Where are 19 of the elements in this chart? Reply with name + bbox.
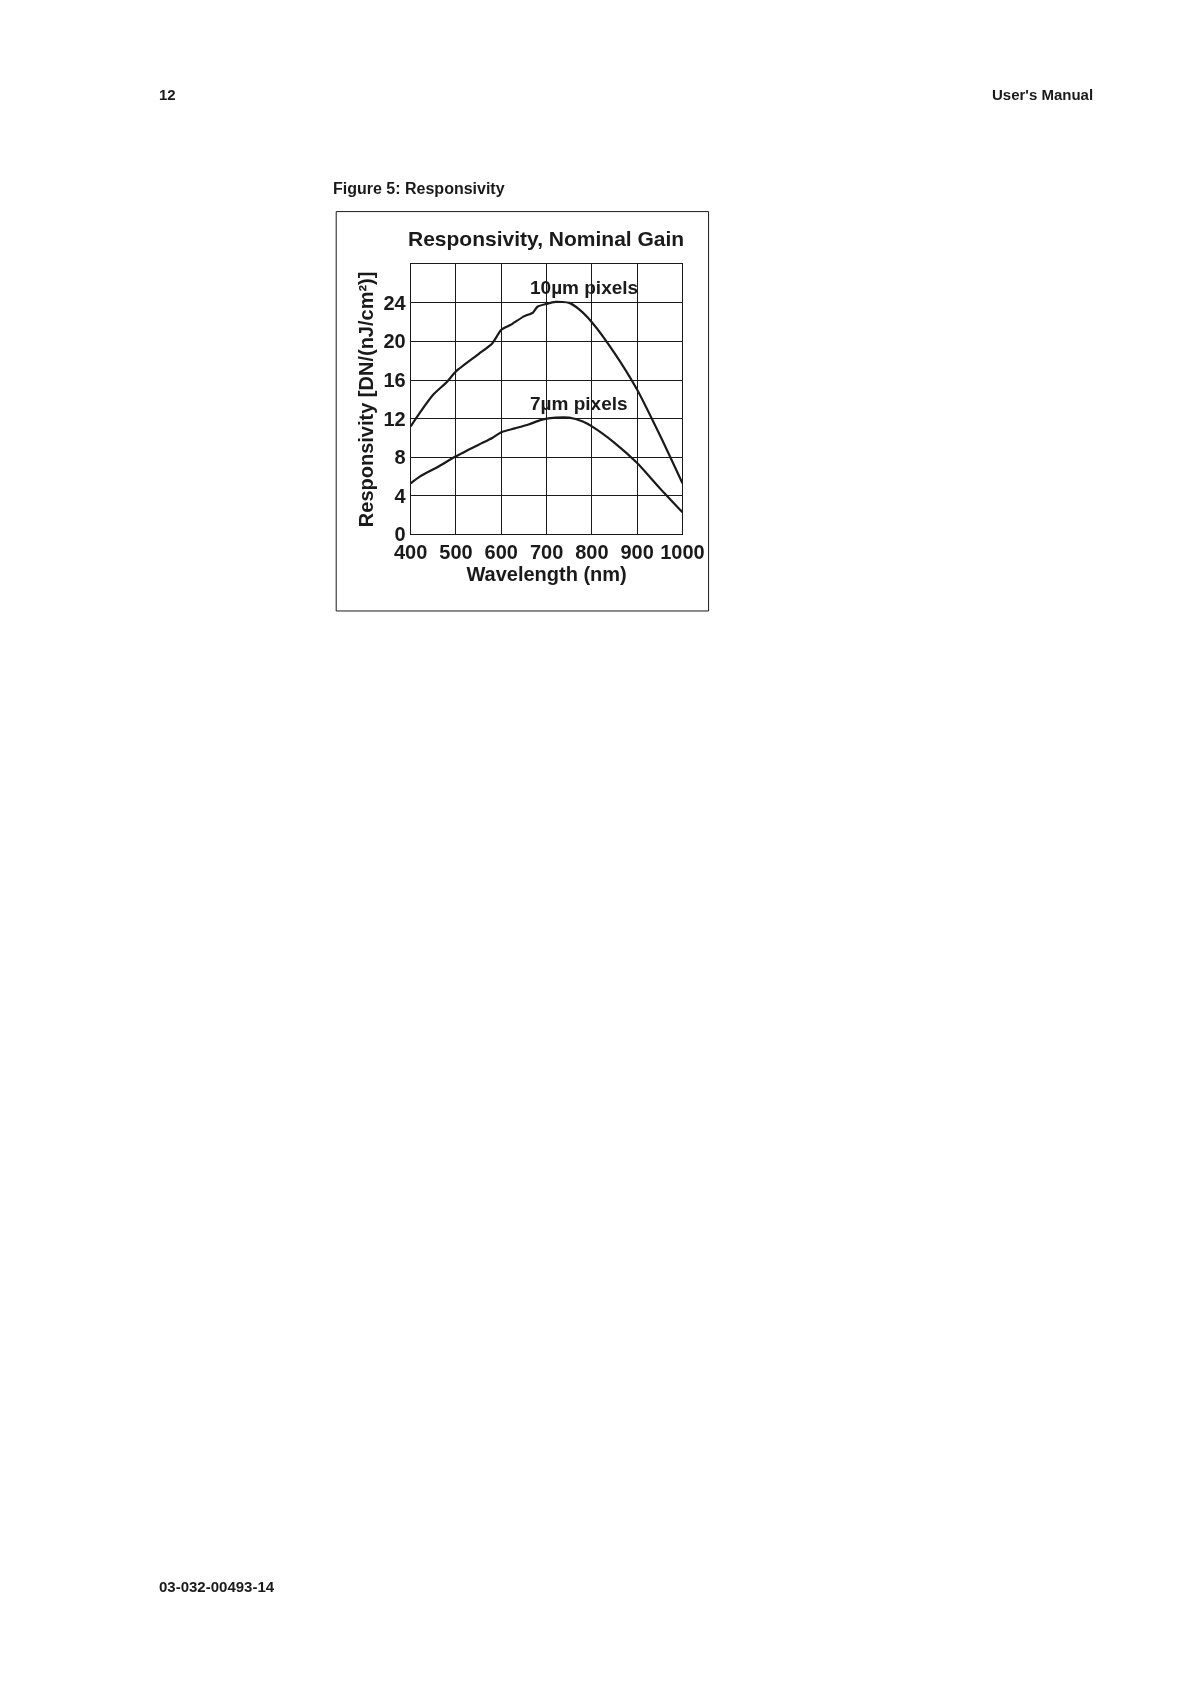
y-tick-label: 16 [383, 369, 406, 392]
y-tick-label: 12 [383, 407, 406, 430]
text: 12 [159, 86, 176, 103]
x-axis-title: Wavelength (nm) [466, 563, 627, 586]
text: 03-032-00493-14 [159, 1578, 275, 1595]
x-tick-label: 500 [439, 541, 473, 564]
chart-title: Responsivity, Nominal Gain [408, 226, 685, 250]
y-tick-label: 24 [383, 291, 407, 314]
y-axis-title: Responsivity [DN/(nJ/cm²)] [354, 271, 377, 528]
y-tick-label: 20 [383, 330, 406, 353]
x-tick-label: 1000 [660, 541, 705, 564]
y-tick-label: 4 [394, 484, 407, 507]
x-tick-label: 600 [484, 541, 518, 564]
x-tick-label: 900 [620, 541, 654, 564]
x-tick-label: 800 [575, 541, 609, 564]
text: User's Manual [992, 86, 1094, 103]
y-tick-label: 8 [394, 446, 406, 469]
caption: Figure 5: Responsivity [333, 180, 505, 197]
x-tick-label: 700 [529, 541, 564, 564]
